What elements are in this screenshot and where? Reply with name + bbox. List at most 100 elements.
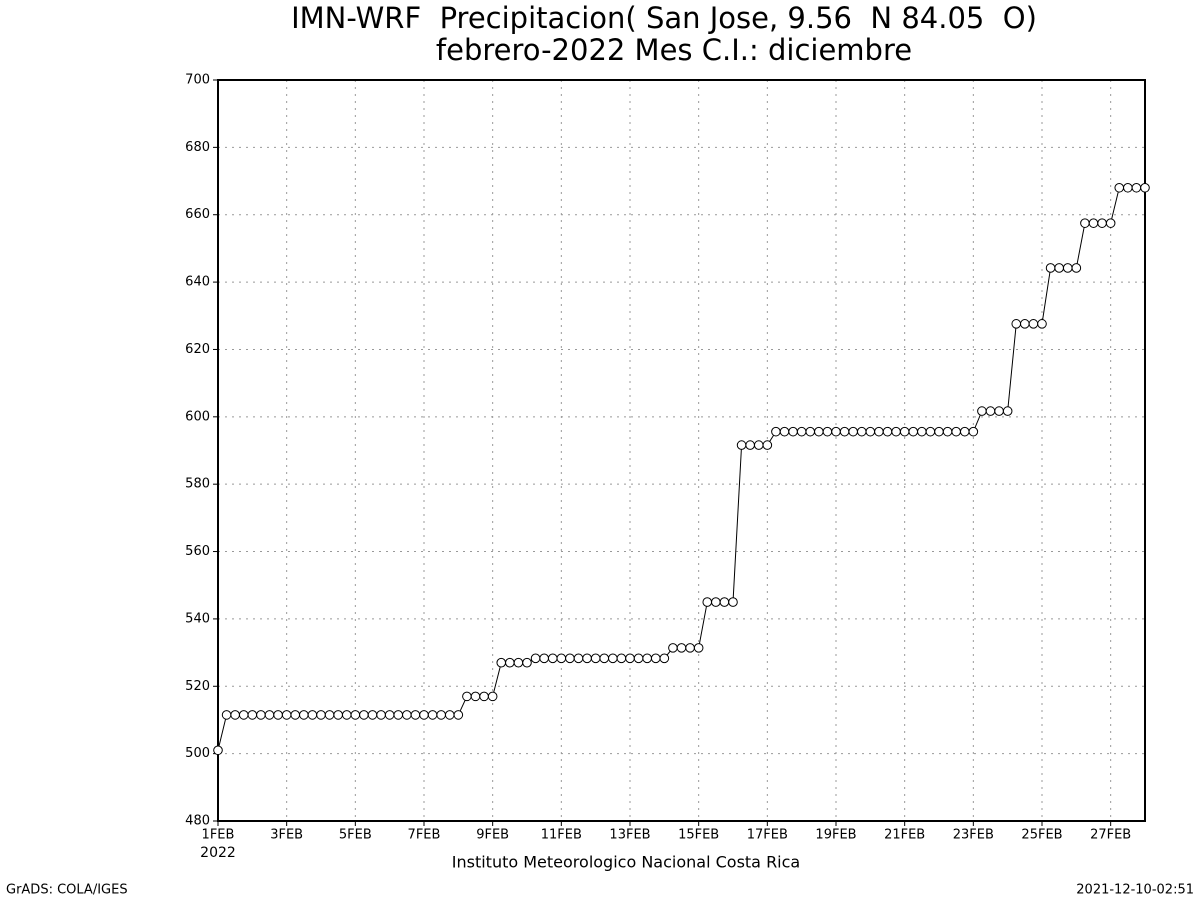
data-point xyxy=(814,426,824,437)
y-tick-label: 580 xyxy=(185,477,210,492)
data-point xyxy=(685,643,695,653)
x-tick-label: 21FEB xyxy=(884,828,925,843)
data-point xyxy=(556,653,567,664)
data-point xyxy=(505,657,515,668)
data-point xyxy=(676,643,687,653)
data-point xyxy=(625,653,635,664)
data-point xyxy=(1140,182,1150,193)
data-point xyxy=(985,406,996,416)
data-point xyxy=(573,653,584,664)
data-point xyxy=(1045,263,1056,273)
data-point xyxy=(436,710,446,720)
x-tick-label: 27FEB xyxy=(1090,828,1131,843)
y-tick-label: 700 xyxy=(185,73,210,88)
data-line xyxy=(217,187,1145,751)
data-point xyxy=(882,426,893,437)
chart-title: IMN-WRF Precipitacion( San Jose, 9.56 N … xyxy=(291,1,1037,35)
data-point xyxy=(771,426,781,437)
data-point xyxy=(702,597,713,607)
data-point xyxy=(221,710,232,720)
data-point xyxy=(917,426,927,437)
data-point xyxy=(693,643,704,653)
data-point xyxy=(899,426,910,437)
data-point xyxy=(968,426,979,437)
x-tick-label: 15FEB xyxy=(678,828,719,843)
credit: GrADS: COLA/IGES xyxy=(6,883,128,898)
data-point xyxy=(839,426,850,437)
data-point xyxy=(831,426,841,437)
x-tick-label: 7FEB xyxy=(408,828,441,843)
data-point xyxy=(496,657,507,668)
x-tick-label: 13FEB xyxy=(609,828,650,843)
data-point xyxy=(762,440,773,450)
data-point xyxy=(796,426,807,437)
data-point xyxy=(359,710,369,720)
y-tick-label: 620 xyxy=(185,342,210,357)
data-point xyxy=(599,653,610,664)
data-point xyxy=(753,440,764,450)
data-point xyxy=(384,710,395,720)
data-point xyxy=(1105,218,1116,228)
data-point xyxy=(608,653,618,664)
data-point xyxy=(908,426,919,437)
data-point xyxy=(410,710,421,720)
x-tick-label: 23FEB xyxy=(953,828,994,843)
data-point xyxy=(402,710,412,720)
data-point xyxy=(779,426,790,437)
data-point xyxy=(994,406,1004,416)
data-point xyxy=(513,657,524,668)
data-point xyxy=(333,710,343,720)
data-point xyxy=(307,710,318,720)
y-tick-label: 520 xyxy=(185,679,210,694)
data-point xyxy=(350,710,361,720)
data-point xyxy=(1020,319,1030,329)
data-point xyxy=(1011,319,1022,329)
y-tick-label: 680 xyxy=(185,140,210,155)
data-point xyxy=(865,426,876,437)
data-point xyxy=(650,653,661,664)
data-point xyxy=(1002,406,1013,416)
data-point xyxy=(1131,182,1142,193)
data-point xyxy=(959,426,970,437)
data-point xyxy=(316,710,326,720)
data-point xyxy=(788,426,798,437)
data-point xyxy=(324,710,335,720)
data-point xyxy=(273,710,283,720)
plot-frame xyxy=(217,79,1146,822)
data-point xyxy=(539,653,549,664)
data-point xyxy=(736,440,747,450)
data-point xyxy=(547,653,558,664)
data-point xyxy=(427,710,438,720)
data-point xyxy=(1037,319,1047,329)
data-point xyxy=(470,691,481,702)
data-point xyxy=(393,710,404,720)
data-point xyxy=(264,710,275,720)
data-point xyxy=(856,426,867,437)
y-tick-label: 540 xyxy=(185,611,210,626)
footer: Instituto Meteorologico Nacional Costa R… xyxy=(452,853,800,872)
data-point xyxy=(590,653,601,664)
data-point xyxy=(376,710,386,720)
data-point xyxy=(341,710,352,720)
x-tick-label: 5FEB xyxy=(339,828,372,843)
data-point xyxy=(719,597,730,607)
data-point xyxy=(487,691,498,702)
data-point xyxy=(247,710,258,720)
data-point xyxy=(444,710,455,720)
chart-subtitle: febrero-2022 Mes C.I.: diciembre xyxy=(436,33,912,67)
data-point xyxy=(1062,263,1073,273)
data-point xyxy=(238,710,249,720)
data-point xyxy=(479,691,489,702)
y-tick-label: 640 xyxy=(185,275,210,290)
data-point xyxy=(530,653,541,664)
data-point xyxy=(925,426,936,437)
y-tick-label: 600 xyxy=(185,409,210,424)
data-point xyxy=(659,653,670,664)
data-point xyxy=(642,653,652,664)
y-tick-label: 500 xyxy=(185,746,210,761)
data-point xyxy=(1080,218,1090,228)
data-point xyxy=(582,653,592,664)
data-point xyxy=(290,710,301,720)
